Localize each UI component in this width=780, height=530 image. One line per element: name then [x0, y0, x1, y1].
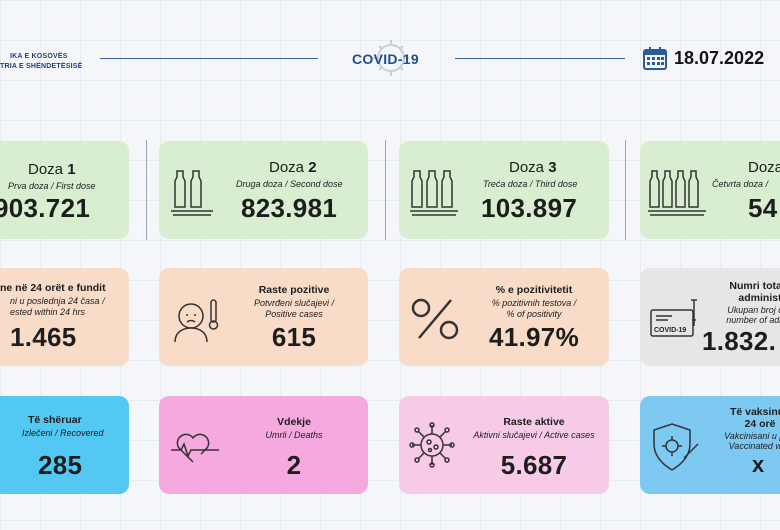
report-date: 18.07.2022 — [674, 47, 765, 68]
tests-subtitle-2: ested within 24 hrs — [10, 307, 86, 317]
tests-subtitle-1: ni u poslednja 24 časa / — [10, 296, 105, 306]
dose-3-card: Doza 3 Treća doza / Third dose 103.897 — [399, 141, 609, 239]
positivity-subtitle-1: % pozitivnih testova / — [491, 298, 577, 308]
deaths-card: Vdekje Umrli / Deaths 2 — [159, 396, 368, 494]
icon-covid-label: COVID-19 — [654, 327, 686, 334]
dose-3-value: 103.897 — [481, 193, 578, 223]
total-administered-subtitle-1: Ukupan broj dati — [727, 305, 780, 315]
dose-3-subtitle: Treća doza / Third dose — [483, 179, 578, 189]
active-cases-value: 5.687 — [500, 450, 568, 480]
tests-card: ne në 24 orët e fundit ni u poslednja 24… — [0, 268, 129, 366]
dose-4-title: Doza — [748, 159, 780, 176]
recovered-card: Të shëruar Izlečeni / Recovered 285 — [0, 396, 129, 494]
dose-2-subtitle: Druga doza / Second dose — [236, 179, 343, 189]
calendar-icon — [643, 47, 667, 70]
positivity-card: % e pozitivitetit % pozitivnih testova /… — [399, 268, 609, 366]
logo-line-2: TRIA E SHËNDETËSISË — [0, 63, 83, 70]
column-separator — [146, 140, 147, 240]
positive-cases-subtitle-2: Positive cases — [265, 309, 323, 319]
vial-icon — [410, 170, 458, 216]
positive-cases-card: Raste pozitive Potvrđeni slučajevi / Pos… — [159, 268, 368, 366]
dose-3-title: Doza 3 — [509, 159, 557, 176]
dose-2-number: 2 — [308, 159, 317, 176]
date-display: 18.07.2022 — [642, 44, 764, 72]
dose-1-card: Doza 1 Prva doza / First dose 903.721 — [0, 141, 129, 239]
percent-icon — [411, 298, 459, 340]
dose-3-title-text: Doza — [509, 159, 545, 176]
total-administered-title-2: administ — [738, 292, 780, 304]
sick-person-icon — [174, 299, 219, 343]
column-separator — [385, 140, 386, 240]
active-cases-card: Raste aktive Aktivni slučajevi / Active … — [399, 396, 609, 494]
dose-1-title-text: Doza — [28, 161, 64, 178]
total-administered-value: 1.832. — [702, 326, 777, 356]
active-cases-title: Raste aktive — [503, 416, 565, 428]
vaccinated-24h-title-1: Të vaksinua — [729, 406, 780, 418]
vaccinated-24h-value: x — [752, 452, 765, 477]
vial-icon — [171, 170, 213, 216]
dose-1-title: Doza 1 — [28, 161, 76, 178]
dose-2-title-text: Doza — [269, 159, 305, 176]
vaccinated-24h-subtitle-1: Vakcinisani u posl — [724, 431, 780, 441]
dose-4-card: Doza Četvrta doza / 54 — [640, 141, 780, 239]
dose-1-value: 903.721 — [0, 193, 91, 223]
virus-icon — [373, 40, 409, 76]
active-cases-subtitle: Aktivni slučajevi / Active cases — [473, 430, 595, 440]
vaccinated-24h-card: Të vaksinua 24 orë Vakcinisani u posl Va… — [640, 396, 780, 494]
dose-4-value: 54 — [748, 193, 778, 223]
total-administered-card: COVID-19 Numri total i administ Ukupan b… — [640, 268, 780, 366]
dose-2-card: Doza 2 Druga doza / Second dose 823.981 — [159, 141, 368, 239]
total-administered-subtitle-2: number of admin — [726, 315, 780, 325]
deaths-title: Vdekje — [277, 416, 311, 428]
deaths-value: 2 — [286, 450, 302, 480]
positivity-subtitle-2: % of positivity — [506, 309, 562, 319]
positive-cases-value: 615 — [271, 322, 317, 352]
ministry-logo: IKA E KOSOVËS TRIA E SHËNDETËSISË — [0, 52, 83, 72]
shield-virus-icon — [653, 423, 699, 471]
recovered-value: 285 — [38, 450, 83, 480]
tests-value: 1.465 — [10, 322, 77, 352]
vaccinated-24h-title-2: 24 orë — [744, 418, 776, 430]
dose-1-subtitle: Prva doza / First dose — [8, 181, 96, 191]
covid-logo: COVID-19 — [348, 38, 434, 78]
positive-cases-subtitle-1: Potvrđeni slučajevi / — [253, 298, 335, 308]
vaccinated-24h-subtitle-2: Vaccinated with — [728, 441, 780, 451]
positivity-value: 41.97% — [489, 322, 579, 352]
recovered-subtitle: Izlečeni / Recovered — [22, 428, 104, 438]
covid-label: COVID-19 — [352, 51, 419, 67]
positivity-title: % e pozitivitetit — [495, 284, 573, 296]
total-administered-title-1: Numri total i — [729, 280, 780, 292]
tests-title: ne në 24 orët e fundit — [0, 282, 106, 294]
column-separator — [625, 140, 626, 240]
heartbeat-icon — [171, 433, 219, 463]
dose-1-number: 1 — [67, 161, 76, 178]
logo-line-1: IKA E KOSOVËS — [10, 53, 68, 60]
dose-4-title-text: Doza — [748, 159, 780, 176]
header-divider-right — [455, 58, 625, 59]
positive-cases-title: Raste pozitive — [258, 284, 330, 296]
recovered-title: Të shëruar — [28, 414, 82, 426]
dose-2-title: Doza 2 — [269, 159, 317, 176]
dose-3-number: 3 — [548, 159, 557, 176]
deaths-subtitle: Umrli / Deaths — [265, 430, 323, 440]
vial-icon — [648, 170, 706, 216]
dose-2-value: 823.981 — [241, 193, 338, 223]
dose-4-subtitle: Četvrta doza / — [712, 179, 769, 189]
virus-icon — [409, 422, 455, 468]
header-divider-left — [100, 58, 318, 59]
vaccine-certificate-icon: COVID-19 — [650, 299, 697, 337]
